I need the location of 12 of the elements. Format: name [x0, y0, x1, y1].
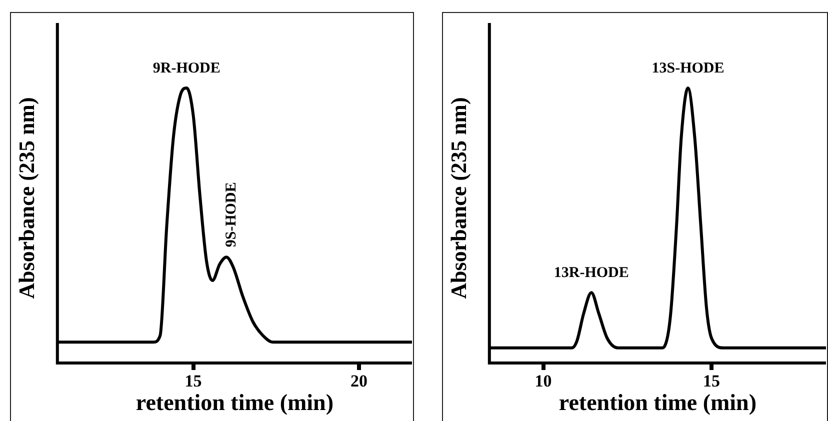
annotation: 13S-HODE	[652, 60, 724, 76]
annotation: 9S-HODE	[223, 182, 240, 248]
x-tick-label: 20	[350, 372, 368, 391]
annotation: 13R-HODE	[554, 264, 629, 281]
x-axis-title: retention time (min)	[558, 390, 756, 416]
x-tick-label: 10	[534, 372, 552, 391]
y-axis-title: Absorbance (235 nm)	[446, 97, 471, 299]
x-tick-label: 15	[703, 372, 720, 391]
annotation: 9R-HODE	[152, 60, 220, 76]
x-tick-label: 15	[184, 372, 202, 391]
y-axis-title: Absorbance (235 nm)	[14, 97, 39, 299]
x-axis-title: retention time (min)	[136, 390, 334, 416]
